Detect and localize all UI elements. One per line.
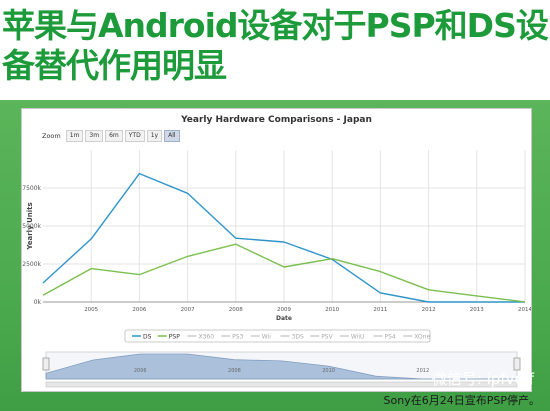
- x-tick-label: 2012: [422, 307, 436, 313]
- chart-panel: Yearly Hardware Comparisons - Japan Zoom…: [21, 108, 532, 392]
- y-tick-label: 0k: [34, 299, 42, 306]
- navigator-tick-label: 2008: [228, 368, 241, 374]
- headline: 苹果与Android设备对于PSP和DS设 备替代作用明显: [0, 0, 550, 100]
- zoom-label: Zoom: [42, 132, 61, 140]
- zoom-button-3m[interactable]: 3m: [85, 130, 104, 142]
- x-axis-title: Date: [276, 315, 292, 322]
- zoom-button-1y[interactable]: 1y: [146, 130, 163, 142]
- y-tick-label: 5000k: [22, 223, 41, 230]
- x-tick-label: 2008: [229, 307, 243, 313]
- x-tick-label: 2011: [373, 307, 387, 313]
- navigator-tick-label: 2012: [416, 368, 429, 374]
- legend-item-wii[interactable]: Wii: [262, 334, 271, 341]
- legend-item-3ds[interactable]: 3DS: [292, 334, 304, 341]
- x-tick-label: 2014: [518, 307, 531, 313]
- watermark: 微信号: ipfvoff: [431, 370, 534, 388]
- legend-item-xone[interactable]: XOne: [414, 334, 430, 341]
- legend-item-psp[interactable]: PSP: [169, 334, 180, 341]
- x-tick-label: 2010: [325, 307, 339, 313]
- legend-item-wiiu[interactable]: WiiU: [351, 334, 365, 341]
- zoom-button-1m[interactable]: 1m: [65, 130, 84, 142]
- navigator-handle-left[interactable]: [42, 357, 50, 371]
- zoom-button-6m[interactable]: 6m: [105, 130, 123, 142]
- x-tick-label: 2013: [470, 307, 484, 313]
- legend-box: [124, 329, 431, 343]
- x-tick-label: 2007: [181, 307, 195, 313]
- zoom-button-ytd[interactable]: YTD: [124, 130, 145, 142]
- navigator-tick-label: 2006: [134, 368, 147, 374]
- legend-item-ds[interactable]: DS: [143, 334, 152, 341]
- legend-item-x360[interactable]: X360: [199, 334, 215, 341]
- y-tick-label: 7500k: [22, 185, 41, 192]
- headline-line-2: 备替代作用明显: [2, 46, 227, 85]
- x-tick-label: 2005: [84, 307, 98, 313]
- navigator-scrollbar[interactable]: [45, 381, 518, 388]
- y-tick-label: 2500k: [22, 261, 41, 268]
- chart-title: Yearly Hardware Comparisons - Japan: [181, 115, 372, 125]
- navigator-handle-right[interactable]: [513, 357, 521, 371]
- navigator-series-area: [45, 353, 517, 380]
- y-axis-title: Yearly Units: [26, 202, 34, 250]
- x-tick-label: 2006: [132, 307, 146, 313]
- navigator-tick-label: 2010: [322, 368, 335, 374]
- footer-caption: Sony在6月24日宣布PSP停产。: [383, 394, 540, 407]
- x-tick-label: 2009: [277, 307, 291, 313]
- zoom-selector: Zoom 1m 3m 6m YTD 1y All: [42, 130, 180, 142]
- headline-line-1: 苹果与Android设备对于PSP和DS设: [2, 6, 549, 45]
- legend-item-ps4[interactable]: PS4: [385, 334, 396, 341]
- series-line-psp: [42, 243, 526, 303]
- legend-item-ps3[interactable]: PS3: [232, 334, 243, 341]
- zoom-button-all[interactable]: All: [164, 130, 180, 142]
- line-chart: 0k 2500k 5000k 7500k 2005 2006 2007 2008 2009 201…: [22, 150, 531, 388]
- legend-item-psv[interactable]: PSV: [321, 334, 333, 341]
- series-line-ds: [42, 172, 525, 303]
